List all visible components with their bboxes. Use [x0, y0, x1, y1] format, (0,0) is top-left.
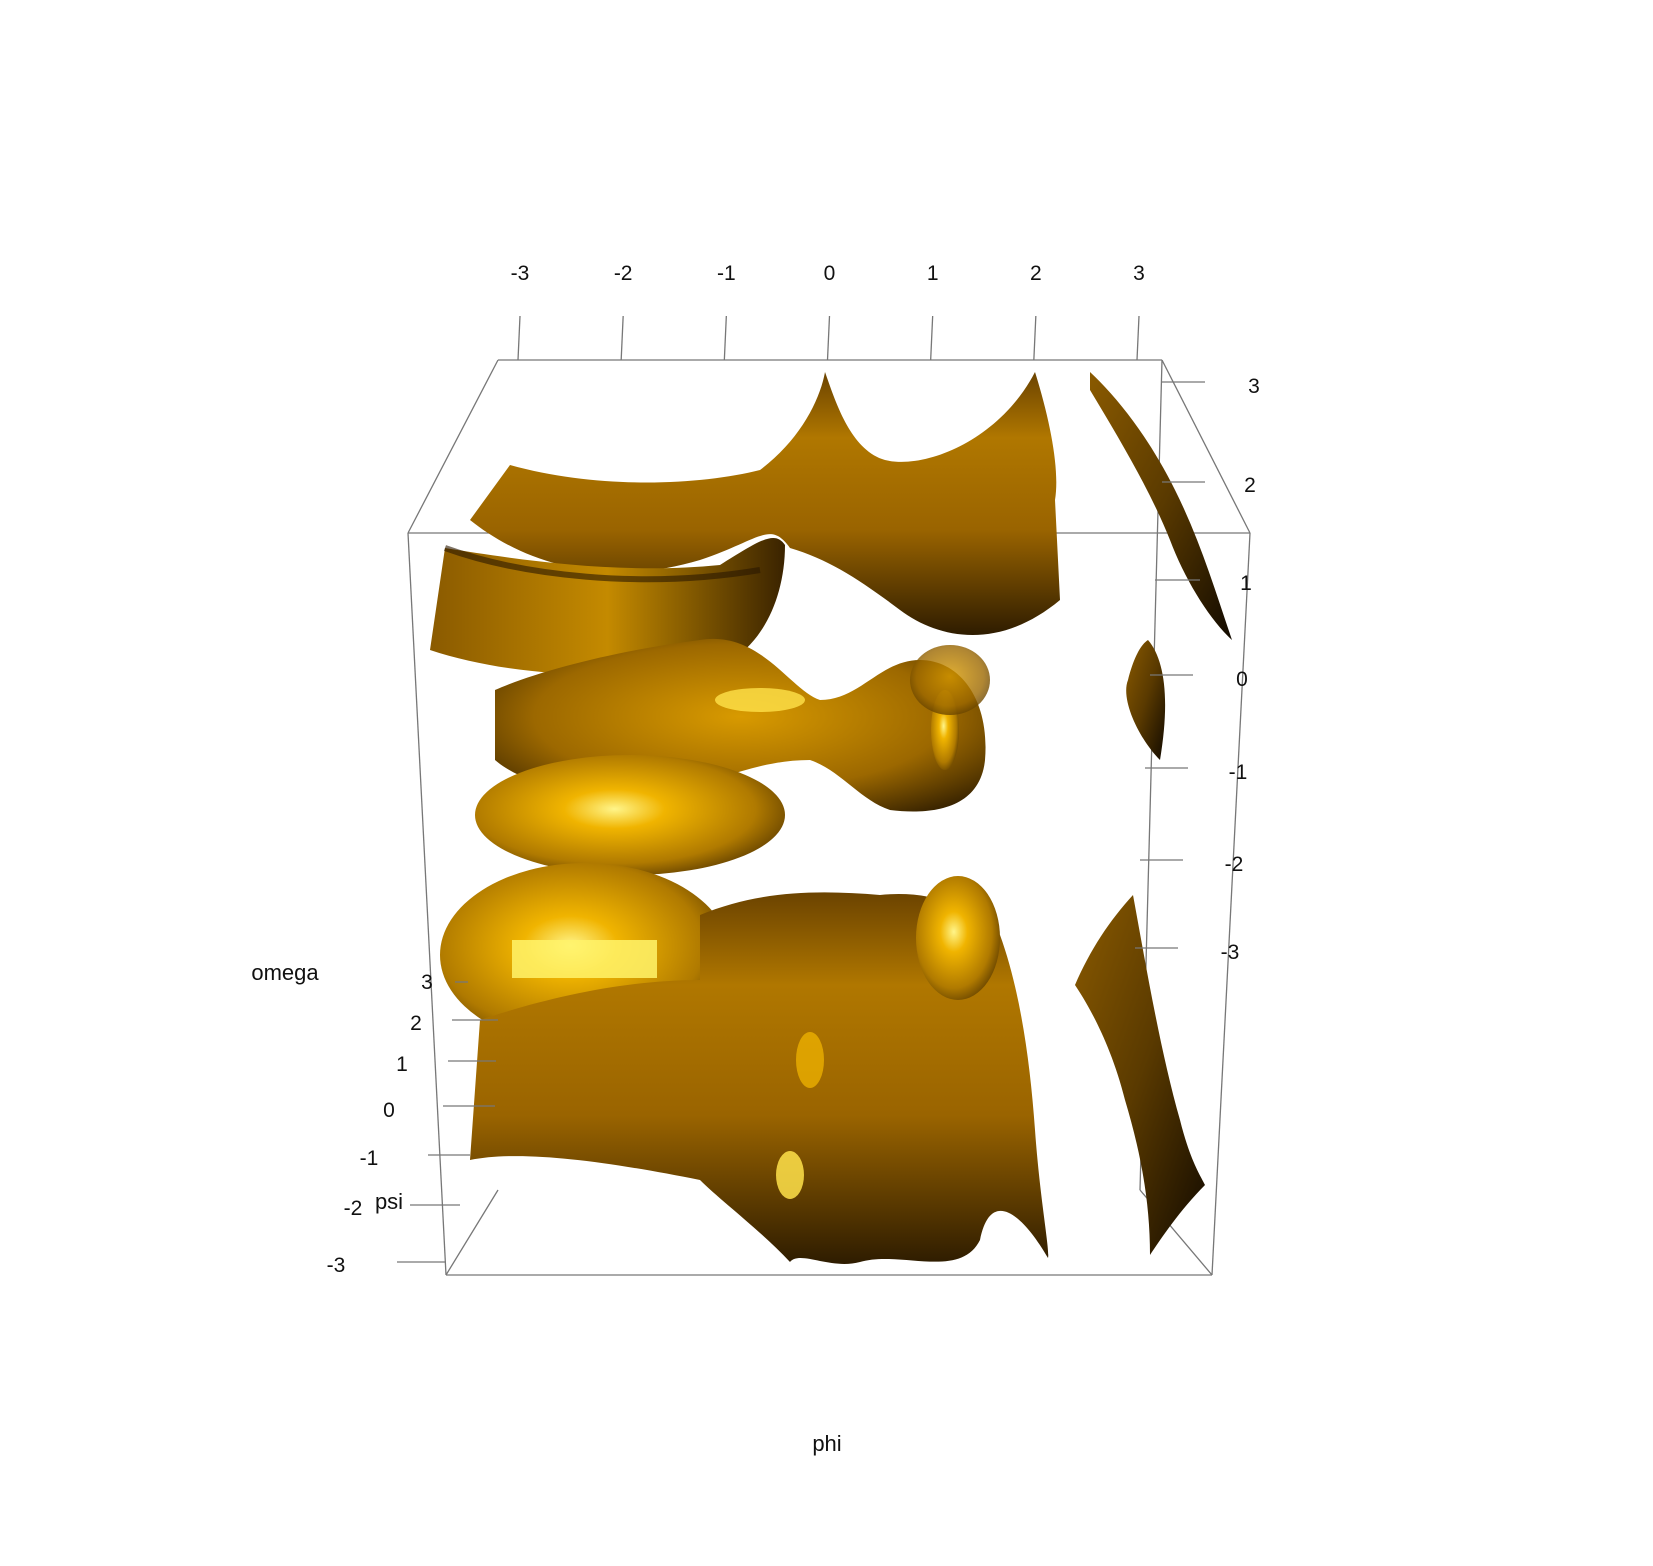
- surface-right-strip-top: [1090, 372, 1232, 640]
- x-tick-label-6: 3: [1133, 262, 1145, 285]
- z-tick-label-4: -1: [360, 1147, 379, 1170]
- x-tick-6: [1136, 315, 1140, 361]
- x-tick-5: [1033, 315, 1037, 361]
- x-axis-top: -3 -2 -1 0 1 2 3: [511, 262, 1145, 361]
- z-tick-label-1: 2: [410, 1012, 422, 1035]
- isosurface: [430, 372, 1232, 1264]
- x-tick-label-0: -3: [511, 262, 530, 285]
- x-tick-2: [723, 315, 727, 361]
- y-tick-label-1: 2: [1244, 474, 1256, 497]
- x-tick-4: [930, 315, 934, 361]
- x-tick-0: [517, 315, 521, 361]
- surface-egg-right: [916, 876, 1000, 1000]
- x-tick-label-3: 0: [824, 262, 836, 285]
- z-tick-label-6: -3: [327, 1254, 346, 1277]
- y-tick-label-2: 1: [1240, 572, 1252, 595]
- x-tick-1: [620, 315, 624, 361]
- x-tick-label-1: -2: [614, 262, 633, 285]
- y-tick-label-5: -2: [1225, 853, 1244, 876]
- x-tick-label-2: -1: [717, 262, 736, 285]
- y-tick-label-4: -1: [1229, 761, 1248, 784]
- z-tick-label-0: 3: [421, 971, 433, 994]
- y-axis-title: psi: [375, 1189, 403, 1214]
- z-tick-label-3: 0: [383, 1099, 395, 1122]
- z-axis-title: omega: [251, 960, 319, 985]
- z-axis-left: 3 210 -1 -2 -3: [327, 971, 498, 1277]
- x-axis-title: phi: [812, 1431, 841, 1456]
- x-tick-3: [826, 315, 831, 361]
- y-tick-label-0: 3: [1248, 375, 1260, 398]
- z-tick-label-2: 1: [396, 1053, 408, 1076]
- z-tick-label-5: -2: [344, 1197, 363, 1220]
- x-tick-label-4: 1: [927, 262, 939, 285]
- surface-right-lens: [1126, 640, 1166, 760]
- y-tick-label-3: 0: [1236, 668, 1248, 691]
- surface-bottom-sheet: [470, 892, 1049, 1264]
- x-tick-label-5: 2: [1030, 262, 1042, 285]
- surface-blob-middle: [475, 755, 785, 875]
- surface-right-strip-bottom: [1075, 895, 1205, 1255]
- y-tick-label-6: -3: [1221, 941, 1240, 964]
- y-axis-right: 3 2 1 0 -1 -2 -3: [1135, 375, 1260, 964]
